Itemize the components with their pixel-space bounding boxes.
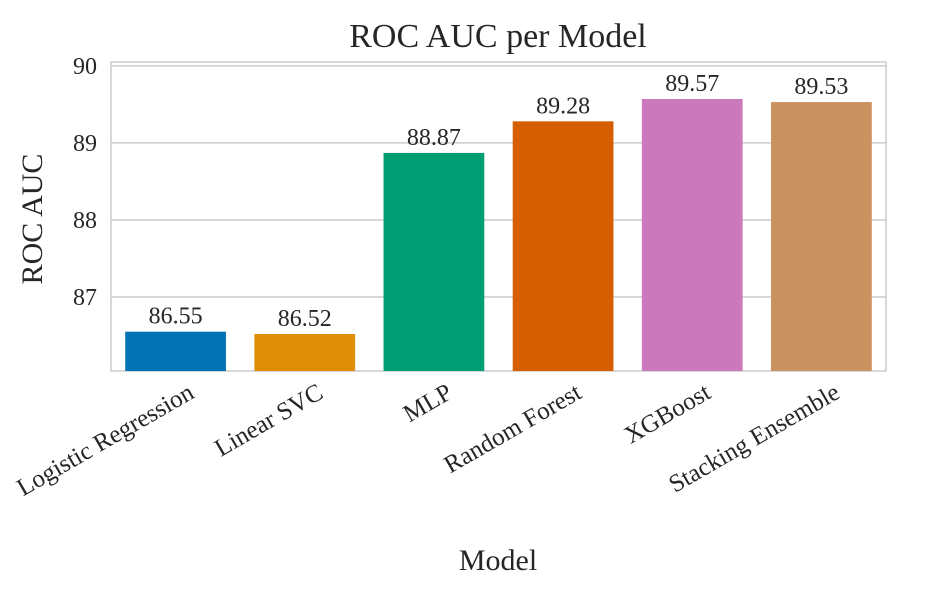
x-tick-label: Logistic Regression — [13, 379, 200, 502]
bars — [125, 98, 872, 371]
y-axis-label: ROC AUC — [16, 154, 49, 285]
y-tick-label: 87 — [73, 285, 97, 311]
y-tick-label: 88 — [73, 208, 97, 234]
x-axis-label: Model — [459, 544, 537, 577]
y-tick-label: 90 — [73, 54, 97, 80]
plot-area — [110, 61, 887, 372]
chart-title: ROC AUC per Model — [349, 18, 647, 55]
bar-value-label: 89.57 — [665, 71, 719, 97]
y-gridlines — [111, 65, 886, 298]
bar-value-label: 89.28 — [536, 93, 590, 119]
bar-value-label: 86.52 — [278, 306, 332, 332]
x-tick-label: XGBoost — [620, 379, 715, 450]
bar — [125, 331, 226, 371]
x-tick-label: Random Forest — [440, 379, 586, 479]
x-tick-label: MLP — [399, 379, 457, 428]
bar — [383, 152, 485, 371]
x-tick-label: Linear SVC — [210, 379, 328, 462]
bar-value-label: 88.87 — [407, 125, 461, 151]
y-tick-labels: 87 88 89 90 — [73, 54, 97, 311]
bar-value-label: 86.55 — [149, 304, 203, 330]
y-tick-label: 89 — [73, 131, 97, 157]
bar — [512, 121, 614, 371]
bar — [771, 102, 872, 371]
bar-value-label: 89.53 — [794, 74, 848, 100]
data-labels: 86.55 86.52 88.87 89.28 89.57 89.53 — [149, 71, 849, 332]
bar — [641, 98, 743, 371]
bar — [254, 334, 356, 371]
